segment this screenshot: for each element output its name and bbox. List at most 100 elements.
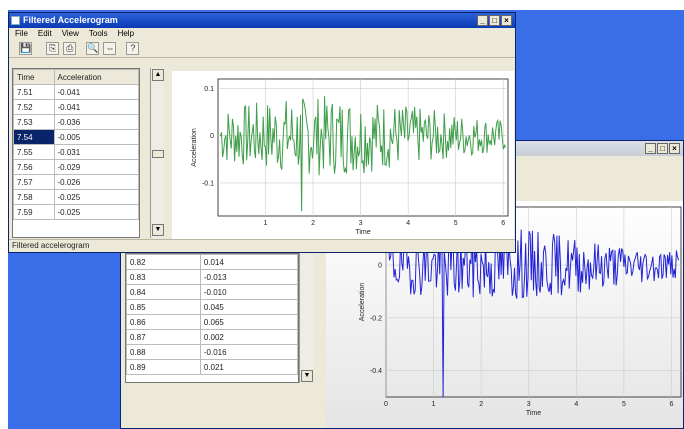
grid-scrollbar[interactable]: ▲ ▼	[150, 68, 164, 238]
app-icon	[11, 16, 20, 25]
time-cell[interactable]: 0.89	[126, 359, 201, 375]
column-header-acceleration[interactable]: Acceleration	[53, 69, 140, 85]
acceleration-cell[interactable]: 0.045	[199, 299, 299, 315]
time-cell[interactable]: 0.86	[126, 314, 201, 330]
scroll-down-button[interactable]: ▼	[152, 224, 164, 236]
back-grid-scrollbar[interactable]: ▼	[299, 253, 313, 383]
toolbar: 💾 ⎘ ⎙ 🔍 ⇔ ?	[9, 40, 515, 58]
column-header-time[interactable]: Time	[13, 69, 55, 85]
maximize-button[interactable]: □	[489, 15, 500, 26]
menu-view[interactable]: View	[61, 29, 79, 38]
x-tick-label: 1	[264, 220, 268, 227]
time-cell[interactable]: 0.87	[126, 329, 201, 345]
scroll-up-button[interactable]: ▲	[152, 69, 164, 81]
acceleration-series-line	[219, 96, 507, 212]
time-cell[interactable]: 7.56	[13, 159, 55, 175]
close-button[interactable]: ×	[669, 143, 680, 154]
time-cell[interactable]: 0.84	[126, 284, 201, 300]
x-tick-label: 2	[479, 401, 483, 408]
x-tick-label: 6	[501, 220, 505, 227]
table-row[interactable]: 7.58 -0.025	[13, 189, 140, 205]
acceleration-cell[interactable]: -0.016	[199, 344, 299, 360]
table-row[interactable]: 7.53 -0.036	[13, 114, 140, 130]
time-cell[interactable]: 7.51	[13, 84, 55, 100]
time-cell[interactable]: 0.82	[126, 254, 201, 270]
time-cell[interactable]: 7.54	[13, 129, 55, 145]
table-row[interactable]: 7.56 -0.029	[13, 159, 140, 175]
table-row[interactable]: 0.88 -0.016	[126, 344, 299, 360]
x-tick-label: 4	[406, 220, 410, 227]
scroll-down-button[interactable]: ▼	[301, 370, 313, 382]
menu-tools[interactable]: Tools	[88, 29, 108, 38]
table-row[interactable]: 0.83 -0.013	[126, 269, 299, 285]
menu-help[interactable]: Help	[117, 29, 135, 38]
acceleration-cell[interactable]: -0.041	[53, 99, 140, 115]
pan-button[interactable]: ⇔	[103, 42, 117, 55]
acceleration-cell[interactable]: -0.025	[53, 189, 140, 205]
table-row[interactable]: 7.57 -0.026	[13, 174, 140, 190]
table-row[interactable]: 7.52 -0.041	[13, 99, 140, 115]
time-cell[interactable]: 7.52	[13, 99, 55, 115]
minimize-button[interactable]: _	[645, 143, 656, 154]
x-tick-label: 4	[574, 401, 578, 408]
acceleration-cell[interactable]: -0.029	[53, 159, 140, 175]
scroll-thumb[interactable]	[152, 150, 164, 158]
copy-button[interactable]: ⎘	[46, 42, 60, 55]
table-row[interactable]: 7.51 -0.041	[13, 84, 140, 100]
acceleration-cell[interactable]: 0.021	[199, 359, 299, 375]
time-cell[interactable]: 7.55	[13, 144, 55, 160]
acceleration-cell[interactable]: 0.014	[199, 254, 299, 270]
time-cell[interactable]: 7.53	[13, 114, 55, 130]
table-row[interactable]: 0.82 0.014	[126, 254, 299, 270]
acceleration-cell[interactable]: -0.041	[53, 84, 140, 100]
table-row[interactable]: 7.55 -0.031	[13, 144, 140, 160]
acceleration-cell[interactable]: 0.065	[199, 314, 299, 330]
x-tick-label: 2	[311, 220, 315, 227]
acceleration-cell[interactable]: -0.005	[53, 129, 140, 145]
menu-file[interactable]: File	[15, 29, 28, 38]
print-icon: ⎙	[66, 43, 74, 53]
table-row[interactable]: 0.84 -0.010	[126, 284, 299, 300]
time-cell[interactable]: 0.85	[126, 299, 201, 315]
acceleration-cell[interactable]: -0.026	[53, 174, 140, 190]
acceleration-cell[interactable]: -0.031	[53, 144, 140, 160]
time-cell[interactable]: 7.58	[13, 189, 55, 205]
menu-bar: File Edit View Tools Help	[9, 28, 515, 40]
status-bar: Filtered accelerogram	[9, 239, 515, 252]
acceleration-cell[interactable]: 0.002	[199, 329, 299, 345]
time-cell[interactable]: 0.83	[126, 269, 201, 285]
filtered-acceleration-chart: -0.1 0 0.1 1 2 3 4 5 6 Time Acceleration	[191, 78, 509, 236]
time-cell[interactable]: 0.88	[126, 344, 201, 360]
table-row[interactable]: 7.54 -0.005	[13, 129, 140, 145]
table-row[interactable]: 7.59 -0.025	[13, 204, 140, 220]
print-button[interactable]: ⎙	[63, 42, 77, 55]
x-tick-label: 6	[670, 401, 674, 408]
time-cell[interactable]: 7.59	[13, 204, 55, 220]
pan-icon: ⇔	[105, 43, 115, 53]
minimize-button[interactable]: _	[477, 15, 488, 26]
table-row[interactable]: 0.86 0.065	[126, 314, 299, 330]
chart-panel: -0.1 0 0.1 1 2 3 4 5 6 Time Acceleration	[172, 71, 514, 239]
back-data-grid[interactable]: 0.82 0.014 0.83 -0.013 0.84 -0.010 0.85 0.045 0.…	[125, 253, 299, 383]
y-tick-label: -0.1	[202, 180, 214, 187]
acceleration-cell[interactable]: -0.036	[53, 114, 140, 130]
close-button[interactable]: ×	[501, 15, 512, 26]
front-window-titlebar[interactable]: Filtered Accelerogram _ □ ×	[9, 13, 515, 28]
y-axis-label: Acceleration	[359, 283, 366, 322]
time-cell[interactable]: 7.57	[13, 174, 55, 190]
zoom-button[interactable]: 🔍	[86, 42, 100, 55]
context-help-button[interactable]: ?	[126, 42, 140, 55]
save-button[interactable]: 💾	[19, 42, 33, 55]
acceleration-cell[interactable]: -0.025	[53, 204, 140, 220]
x-tick-label: 1	[432, 401, 436, 408]
acceleration-cell[interactable]: -0.010	[199, 284, 299, 300]
table-row[interactable]: 0.85 0.045	[126, 299, 299, 315]
acceleration-cell[interactable]: -0.013	[199, 269, 299, 285]
menu-edit[interactable]: Edit	[37, 29, 52, 38]
data-grid[interactable]: Time Acceleration 7.51 -0.041 7.52 -0.041 7.…	[12, 68, 140, 238]
maximize-button[interactable]: □	[657, 143, 668, 154]
filtered-accelerogram-window[interactable]: Filtered Accelerogram _ □ × File Edit Vi…	[8, 12, 516, 253]
table-row[interactable]: 0.89 0.021	[126, 359, 299, 375]
y-tick-label: 0	[210, 133, 214, 140]
table-row[interactable]: 0.87 0.002	[126, 329, 299, 345]
